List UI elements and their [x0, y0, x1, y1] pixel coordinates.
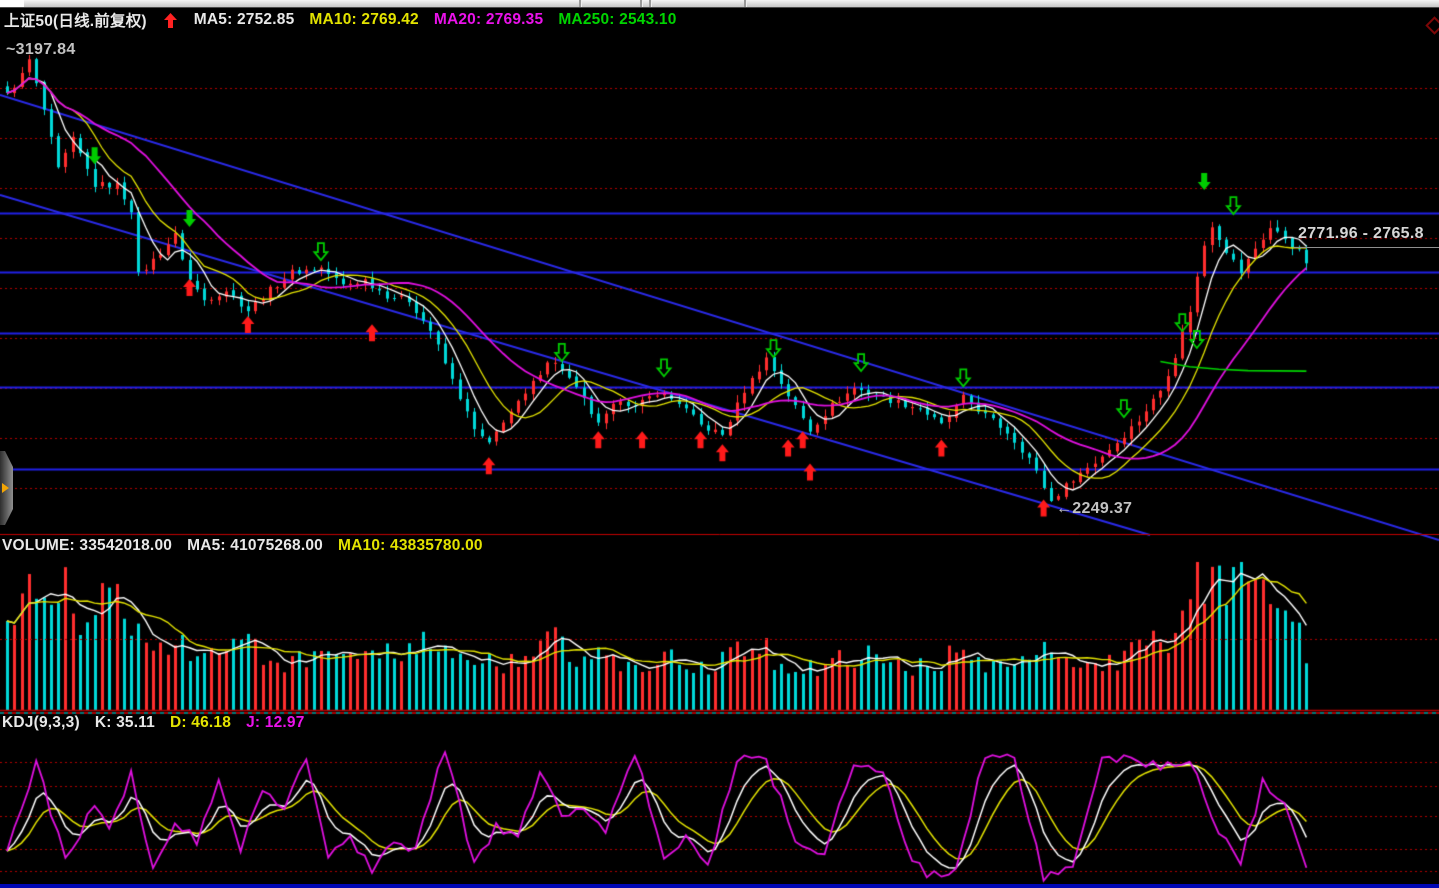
titlebar-divider: [649, 0, 652, 7]
left-panel-handle[interactable]: [0, 451, 13, 525]
kdj-k-readout: K: 35.11: [94, 714, 156, 731]
current-price-label: 2771.96 - 2765.8: [1294, 224, 1439, 248]
titlebar-left-segment: [0, 0, 24, 7]
kdj-d-readout: D: 46.18: [170, 714, 232, 731]
bottom-border-line: [0, 884, 1439, 888]
low-price-label: ←2249.37: [1056, 500, 1133, 517]
volume-pane-header: VOLUME: 33542018.00 MA5: 41075268.00 MA1…: [2, 537, 483, 555]
high-price-label: ~3197.84: [6, 41, 76, 58]
symbol-title: 上证50(日线.前复权): [4, 13, 147, 30]
main-pane-header: 上证50(日线.前复权) MA5: 2752.85 MA10: 2769.42 …: [4, 9, 677, 31]
volume-readout: VOLUME: 33542018.00: [2, 537, 173, 554]
titlebar-divider: [640, 0, 643, 7]
expand-right-icon: [2, 483, 9, 493]
titlebar-divider: [579, 0, 582, 7]
titlebar-divider: [744, 0, 747, 7]
ma10-readout: MA10: 2769.42: [309, 11, 419, 28]
titlebar-strip[interactable]: [0, 0, 1439, 8]
kdj-j-readout: J: 12.97: [246, 714, 305, 731]
kdj-title: KDJ(9,3,3): [2, 714, 80, 731]
trend-up-icon: [163, 12, 177, 28]
kdj-pane-header: KDJ(9,3,3) K: 35.11 D: 46.18 J: 12.97: [2, 714, 305, 732]
ma5-readout: MA5: 2752.85: [193, 11, 295, 28]
ma20-readout: MA20: 2769.35: [433, 11, 544, 28]
volume-ma5-readout: MA5: 41075268.00: [187, 537, 323, 554]
volume-ma10-readout: MA10: 43835780.00: [338, 537, 483, 554]
ma250-readout: MA250: 2543.10: [558, 11, 677, 28]
